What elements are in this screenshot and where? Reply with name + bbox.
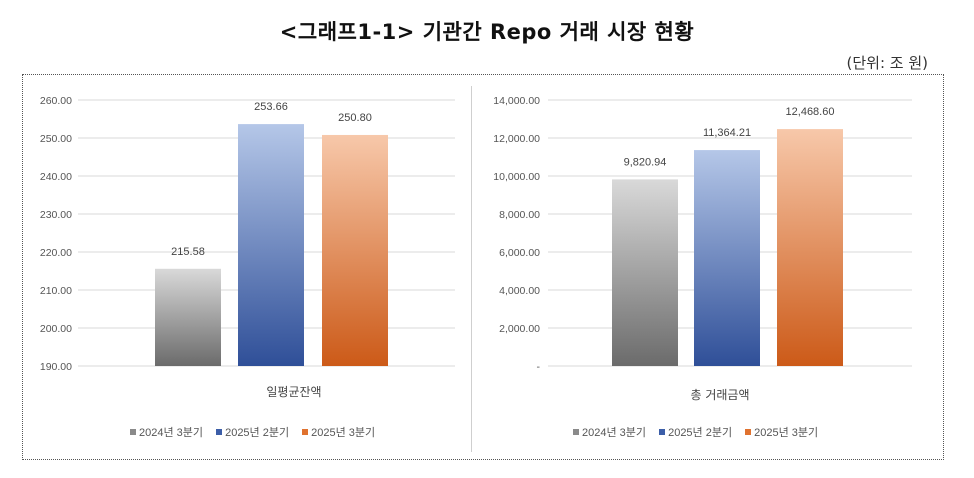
- y-tick-label: 12,000.00: [493, 133, 540, 145]
- y-tick-label: 14,000.00: [493, 95, 540, 107]
- y-tick-label: 190.00: [40, 361, 72, 373]
- bar-2024q3: [155, 268, 221, 366]
- data-label-2024q3: 9,820.94: [624, 156, 667, 168]
- chart-title: <그래프1-1> 기관간 Repo 거래 시장 현황: [279, 20, 695, 44]
- right-category-label: 총 거래금액: [690, 388, 750, 402]
- y-tick-label: 6,000.00: [499, 247, 540, 259]
- y-tick-label: 230.00: [40, 209, 72, 221]
- chart-frame: [22, 74, 944, 460]
- bar-2024q3: [612, 179, 678, 366]
- legend-item-2025q3: 2025년 3분기: [745, 424, 818, 440]
- y-tick-label: -: [537, 361, 541, 373]
- bar-2025q3: [777, 129, 843, 366]
- y-tick-label: 2,000.00: [499, 323, 540, 335]
- panel-divider: [471, 86, 472, 452]
- y-tick-label: 10,000.00: [493, 171, 540, 183]
- data-label-2025q3: 12,468.60: [786, 106, 835, 118]
- y-tick-label: 240.00: [40, 171, 72, 183]
- data-label-2025q2: 11,364.21: [703, 127, 751, 139]
- y-tick-label: 220.00: [40, 247, 72, 259]
- y-tick-label: 210.00: [40, 285, 72, 297]
- unit-label: (단위: 조 원): [846, 54, 929, 72]
- legend-item-2025q3: 2025년 3분기: [302, 424, 375, 440]
- legend-item-2024q3: 2024년 3분기: [130, 424, 203, 440]
- bar-2025q3: [322, 134, 388, 366]
- y-tick-label: 8,000.00: [499, 209, 540, 221]
- right-legend: 2024년 3분기 2025년 2분기 2025년 3분기: [573, 424, 828, 440]
- y-tick-label: 260.00: [40, 95, 72, 107]
- data-label-2025q3: 250.80: [338, 112, 372, 124]
- data-label-2024q3: 215.58: [171, 246, 205, 258]
- bar-2025q2: [694, 150, 760, 366]
- legend-item-2024q3: 2024년 3분기: [573, 424, 646, 440]
- y-tick-label: 4,000.00: [499, 285, 540, 297]
- legend-item-2025q2: 2025년 2분기: [216, 424, 289, 440]
- left-legend: 2024년 3분기 2025년 2분기 2025년 3분기: [130, 424, 385, 440]
- y-tick-label: 200.00: [40, 323, 72, 335]
- y-tick-label: 250.00: [40, 133, 72, 145]
- legend-item-2025q2: 2025년 2분기: [659, 424, 732, 440]
- left-category-label: 일평균잔액: [266, 385, 322, 399]
- bar-2025q2: [238, 124, 304, 366]
- data-label-2025q2: 253.66: [254, 101, 288, 113]
